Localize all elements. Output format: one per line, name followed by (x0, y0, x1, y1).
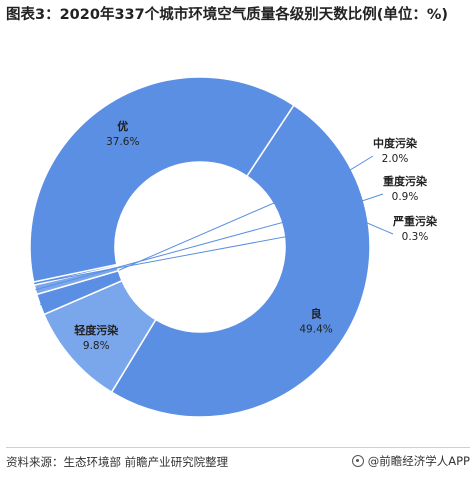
leader-line-2 (39, 155, 374, 305)
brand-badge[interactable]: @前瞻经济学人APP (351, 453, 470, 469)
slice-label-2: 中度污染 (373, 136, 418, 150)
slice-label-0: 良 (311, 307, 322, 321)
slice-value-5: 37.6% (106, 136, 139, 148)
slice-value-2: 2.0% (382, 153, 409, 165)
leader-line-4 (33, 221, 394, 284)
slice-label-3: 重度污染 (383, 174, 428, 188)
slice-label-1: 轻度污染 (74, 323, 119, 337)
slice-label-5: 优 (117, 119, 128, 133)
brand-logo-icon (351, 455, 364, 467)
brand-name: @前瞻经济学人APP (367, 454, 470, 468)
footer: 资料来源：生态环境部 前瞻产业研究院整理 @前瞻经济学人APP (6, 447, 470, 472)
slice-0 (110, 104, 371, 418)
donut-chart: 良 49.4% 轻度污染 9.8% 中度污染 2.0% 重度污染 0.9% 严重污染 0.3% 优 3… (29, 76, 438, 418)
chart-title: 图表3：2020年337个城市环境空气质量各级别天数比例(单位：%) (6, 7, 448, 23)
leader-line-3 (35, 193, 384, 291)
slice-5 (29, 76, 295, 283)
slice-label-4: 严重污染 (392, 214, 438, 228)
slice-value-3: 0.9% (392, 191, 419, 203)
slice-value-4: 0.3% (402, 231, 429, 243)
source-note: 资料来源：生态环境部 前瞻产业研究院整理 (6, 455, 229, 469)
slice-value-0: 49.4% (299, 324, 332, 336)
slice-value-1: 9.8% (83, 340, 110, 352)
